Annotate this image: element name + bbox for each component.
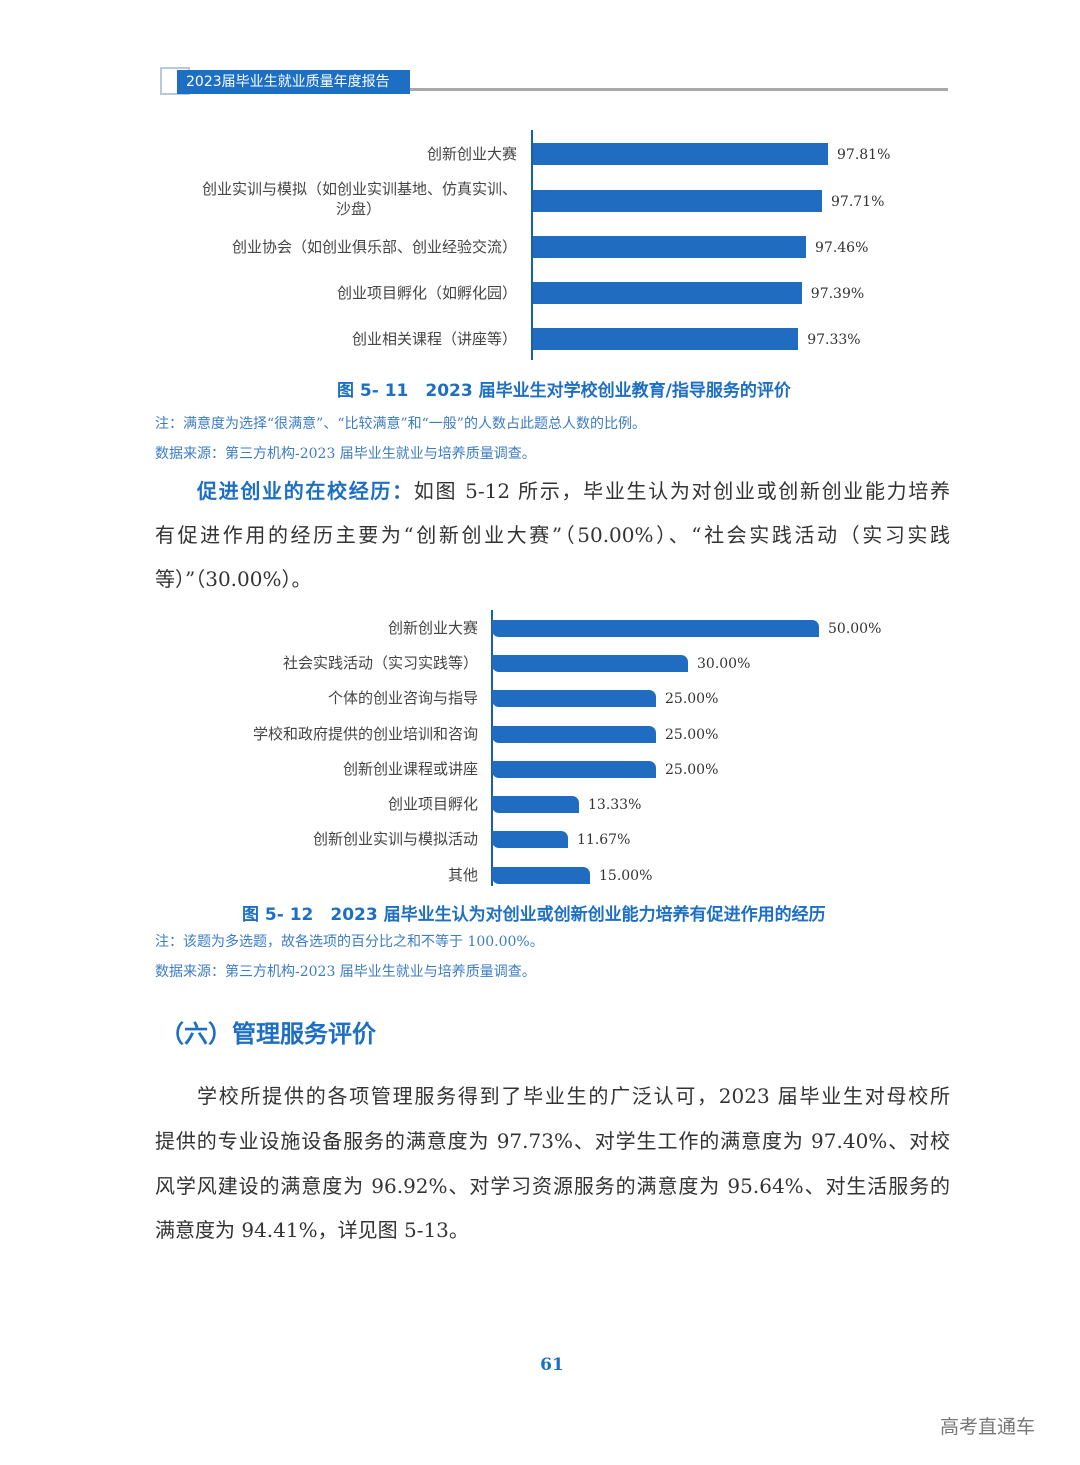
- paragraph1-line: 有促进作用的经历主要为“创新创业大赛”（50.00%）、“社会实践活动（实习实践: [155, 523, 950, 547]
- chart1-bar: [533, 190, 822, 212]
- paragraph1-line: 等）”（30.00%）。: [155, 567, 312, 591]
- figure2-source: 数据来源：第三方机构-2023 届毕业生就业与培养质量调查。: [155, 964, 536, 980]
- chart2-value-label: 25.00%: [665, 727, 719, 743]
- chart1-category-label: 创业项目孵化（如孵化园）: [336, 284, 517, 302]
- chart2-axis: [491, 610, 493, 886]
- chart2-bar: [492, 867, 590, 884]
- chart1-axis: [531, 130, 533, 360]
- paragraph2-line: 提供的专业设施设备服务的满意度为 97.73%、对学生工作的满意度为 97.40…: [155, 1129, 950, 1153]
- chart1-value-label: 97.33%: [807, 332, 861, 348]
- figure2-caption: 图 5- 12 2023 届毕业生认为对创业或创新创业能力培养有促进作用的经历: [242, 905, 826, 925]
- chart1-category-label: 创业协会（如创业俱乐部、创业经验交流）: [231, 238, 517, 256]
- chart2-category-label: 其他: [447, 866, 478, 884]
- chart1-value-label: 97.39%: [810, 286, 865, 302]
- chart1-bar: [533, 236, 806, 258]
- chart1-bar: [533, 143, 828, 165]
- paragraph2-line: 学校所提供的各项管理服务得到了毕业生的广泛认可，2023 届毕业生对母校所: [197, 1084, 950, 1108]
- chart2-value-label: 11.67%: [577, 832, 631, 848]
- chart2-category-label: 个体的创业咨询与指导: [327, 689, 478, 707]
- chart2-value-label: 15.00%: [599, 868, 653, 884]
- chart2-value-label: 25.00%: [665, 762, 719, 778]
- chart1-category-label: 创新创业大赛: [426, 145, 517, 163]
- chart2-value-label: 25.00%: [665, 691, 719, 707]
- paragraph1-text: 如图 5-12 所示，毕业生认为对创业或创新创业能力培养: [413, 479, 951, 503]
- chart2-bar: [492, 655, 688, 672]
- chart2-bar: [492, 726, 656, 743]
- chart2-category-label: 学校和政府提供的创业培训和咨询: [252, 725, 478, 743]
- chart2-category-label: 创新创业大赛: [387, 619, 478, 637]
- chart2-value-label: 30.00%: [697, 656, 751, 672]
- chart1-category-label: 创业相关课程（讲座等）: [351, 330, 517, 348]
- chart2-bar: [492, 690, 656, 707]
- header-rule: [410, 88, 948, 91]
- chart1-category-label: 创业实训与模拟（如创业实训基地、仿真实训、沙盘）: [201, 180, 517, 218]
- watermark: 高考直通车: [940, 1416, 1036, 1438]
- chart1-value-label: 97.46%: [815, 240, 869, 256]
- paragraph2-line: 满意度为 94.41%，详见图 5-13。: [155, 1218, 469, 1242]
- chart2-bar: [492, 831, 568, 848]
- paragraph2-line: 风学风建设的满意度为 96.92%、对学习资源服务的满意度为 95.64%、对生…: [155, 1174, 950, 1198]
- chart1-value-label: 97.81%: [837, 147, 891, 163]
- page-number: 61: [540, 1355, 564, 1375]
- chart2-bar: [492, 796, 579, 813]
- figure1-caption: 图 5- 11 2023 届毕业生对学校创业教育/指导服务的评价: [337, 381, 791, 401]
- figure2-note: 注：该题为多选题，故各选项的百分比之和不等于 100.00%。: [155, 934, 544, 950]
- chart2-category-label: 创新创业实训与模拟活动: [312, 830, 478, 848]
- chart2-bar: [492, 620, 819, 637]
- chart2-bar: [492, 761, 656, 778]
- chart2-value-label: 50.00%: [828, 621, 882, 637]
- chart1-bar: [533, 282, 802, 304]
- section-heading: （六）管理服务评价: [160, 1020, 376, 1048]
- figure1-source: 数据来源：第三方机构-2023 届毕业生就业与培养质量调查。: [155, 446, 536, 462]
- chart2-value-label: 13.33%: [588, 797, 642, 813]
- chart2-category-label: 社会实践活动（实习实践等）: [282, 654, 478, 672]
- chart2-category-label: 创业项目孵化: [387, 795, 478, 813]
- paragraph1-lead: 促进创业的在校经历：: [197, 479, 414, 503]
- paragraph1-line: 促进创业的在校经历：如图 5-12 所示，毕业生认为对创业或创新创业能力培养: [155, 477, 950, 505]
- chart2-category-label: 创新创业课程或讲座: [342, 760, 478, 778]
- figure1-note: 注：满意度为选择“很满意”、“比较满意”和“一般”的人数占此题总人数的比例。: [155, 416, 646, 432]
- header-title: 2023届毕业生就业质量年度报告: [177, 70, 410, 94]
- chart1-bar: [533, 328, 799, 350]
- chart1-value-label: 97.71%: [831, 194, 885, 210]
